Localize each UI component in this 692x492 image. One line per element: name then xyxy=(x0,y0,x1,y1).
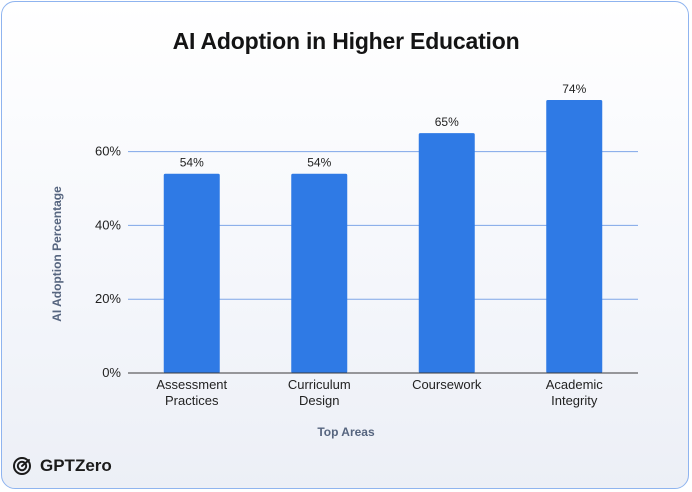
bar-value-label: 54% xyxy=(180,156,204,170)
brand-logo: GPTZero xyxy=(12,456,112,476)
bar-value-label: 74% xyxy=(562,82,586,96)
y-tick-label: 60% xyxy=(95,144,121,159)
y-tick-label: 0% xyxy=(102,365,121,380)
y-tick-label: 20% xyxy=(95,291,121,306)
x-tick-label: Coursework xyxy=(412,377,482,392)
bar-value-label: 54% xyxy=(307,156,331,170)
bar xyxy=(546,99,603,373)
gptzero-logo-icon xyxy=(13,457,31,475)
bar-value-label: 65% xyxy=(435,115,459,129)
bar xyxy=(163,173,220,373)
x-axis-label: Top Areas xyxy=(317,425,375,439)
brand-name: GPTZero xyxy=(40,456,112,475)
x-tick-label: Assessment Practices xyxy=(156,377,227,408)
y-tick-label: 40% xyxy=(95,217,121,232)
x-tick-label: Curriculum Design xyxy=(288,377,351,408)
x-tick-label: Academic Integrity xyxy=(546,377,604,408)
bar xyxy=(418,133,475,373)
bar xyxy=(291,173,348,373)
chart-title: AI Adoption in Higher Education xyxy=(172,28,520,54)
